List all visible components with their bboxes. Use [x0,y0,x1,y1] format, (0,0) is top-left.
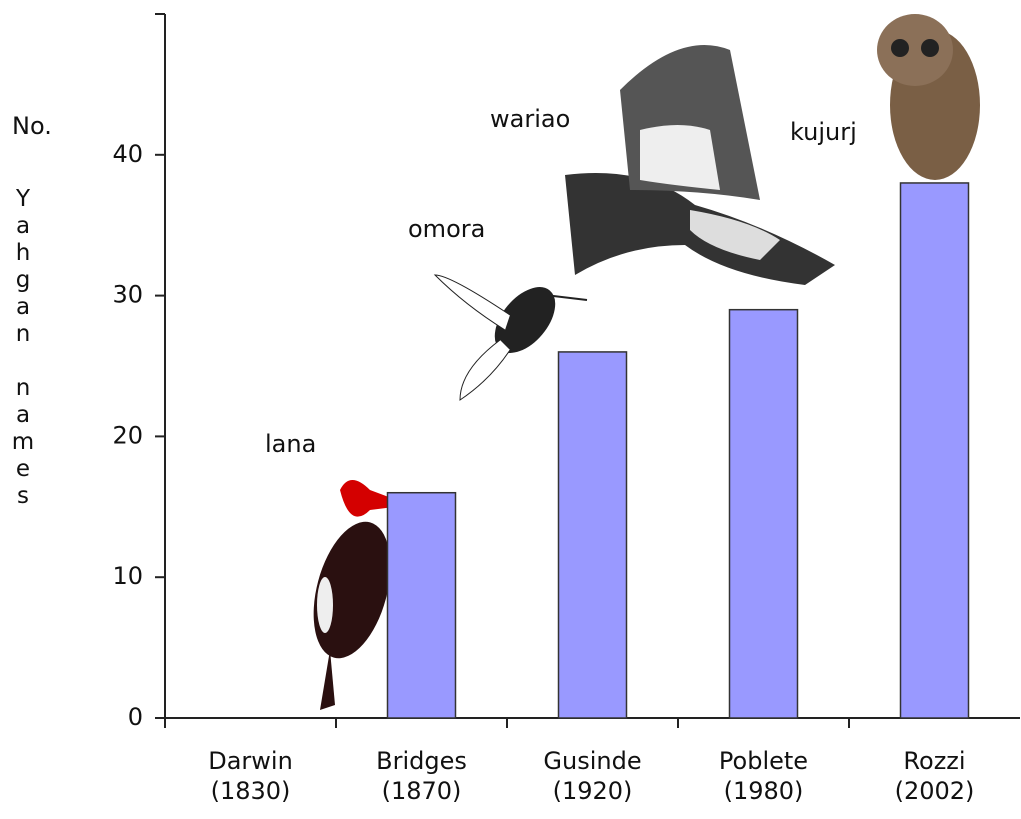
y-tick-label: 30 [112,281,143,309]
y-tick-label: 0 [128,703,143,731]
x-tick-label: Bridges (1870) [362,746,482,806]
bar [388,493,456,718]
chart: 0 10 20 30 40 lana omora wariao kujurj [0,0,1021,819]
y-tick-label: 20 [112,421,143,449]
bar [901,183,969,718]
annotation: lana [265,430,316,458]
bar [730,310,798,718]
x-tick-label: Darwin (1830) [191,746,311,806]
y-axis-label: No. [12,112,52,140]
condor [565,45,835,285]
annotation: wariao [490,105,570,133]
annotation: omora [408,215,485,243]
y-tick-label: 10 [112,562,143,590]
bar [559,352,627,718]
owl [877,14,980,180]
x-tick-label: Gusinde (1920) [533,746,653,806]
y-tick-label: 40 [112,140,143,168]
annotation: kujurj [790,118,857,146]
y-axis-label: Yahgan names [10,186,36,510]
x-tick-label: Poblete (1980) [704,746,824,806]
page: 0 10 20 30 40 lana omora wariao kujurj No. Yahga… [0,0,1021,819]
x-tick-label: Rozzi (2002) [875,746,995,806]
